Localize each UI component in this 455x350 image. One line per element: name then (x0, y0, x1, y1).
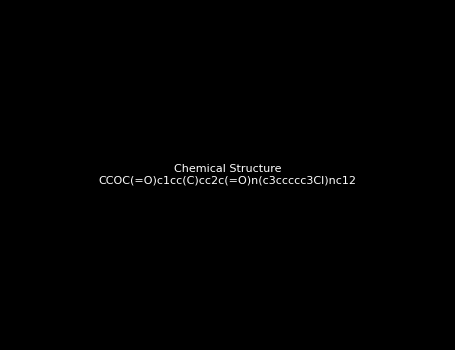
Text: Chemical Structure
CCOC(=O)c1cc(C)cc2c(=O)n(c3ccccc3Cl)nc12: Chemical Structure CCOC(=O)c1cc(C)cc2c(=… (98, 164, 357, 186)
